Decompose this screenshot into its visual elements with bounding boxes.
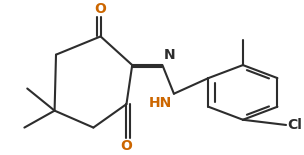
Text: HN: HN	[149, 96, 172, 110]
Text: O: O	[95, 2, 106, 16]
Text: O: O	[120, 139, 133, 153]
Text: Cl: Cl	[288, 118, 302, 132]
Text: N: N	[164, 49, 175, 62]
